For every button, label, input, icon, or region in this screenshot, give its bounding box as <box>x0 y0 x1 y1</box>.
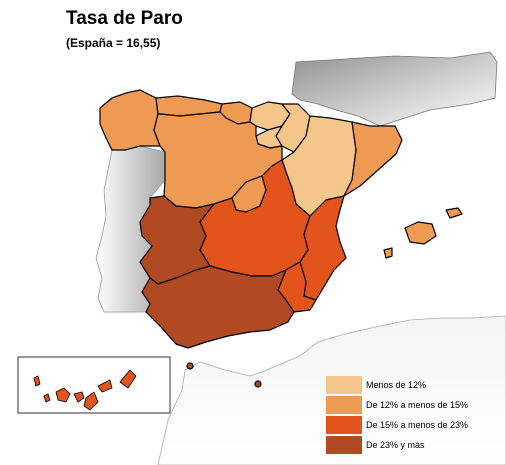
region-c-valenciana[interactable] <box>299 195 347 301</box>
legend-label: De 15% a menos de 23% <box>366 420 469 430</box>
map-subtitle: (España = 16,55) <box>66 36 161 50</box>
legend-item: De 15% a menos de 23% <box>326 416 504 434</box>
map-legend: Menos de 12% De 12% a menos de 15% De 15… <box>326 376 504 456</box>
region-ceuta[interactable] <box>186 362 194 370</box>
legend-swatch <box>326 396 362 414</box>
legend-swatch <box>326 376 362 394</box>
legend-label: De 12% a menos de 15% <box>366 400 469 410</box>
region-galicia[interactable] <box>99 89 161 151</box>
france-landmass <box>291 51 498 127</box>
legend-label: De 23% y más <box>366 440 425 450</box>
legend-item: De 12% a menos de 15% <box>326 396 504 414</box>
legend-swatch <box>326 416 362 434</box>
region-baleares-mallorca[interactable] <box>404 221 437 245</box>
legend-label: Menos de 12% <box>366 380 427 390</box>
region-cataluna[interactable] <box>343 121 403 197</box>
legend-item: Menos de 12% <box>326 376 504 394</box>
region-navarra[interactable] <box>275 103 311 153</box>
legend-item: De 23% y más <box>326 436 504 454</box>
region-melilla[interactable] <box>254 380 262 388</box>
region-baleares-menorca[interactable] <box>445 207 463 219</box>
region-canarias[interactable] <box>33 369 137 411</box>
legend-swatch <box>326 436 362 454</box>
region-baleares-ibiza[interactable] <box>383 247 393 259</box>
region-andalucia[interactable] <box>141 265 295 349</box>
map-title: Tasa de Paro <box>66 8 183 29</box>
